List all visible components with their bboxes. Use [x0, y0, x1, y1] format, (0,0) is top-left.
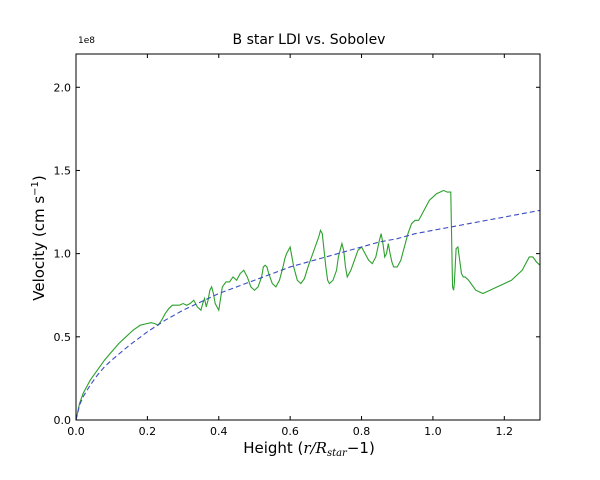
y-axis-ticks: 0.0 0.5 1.0 1.5 2.0	[54, 81, 540, 427]
x-axis-ticks: 0.0 0.2 0.4 0.6 0.8 1.0 1.2	[67, 54, 513, 438]
x-tick-label: 0.4	[210, 425, 228, 438]
plot-frame	[75, 53, 541, 421]
y-tick-label: 0.0	[54, 414, 72, 427]
y-offset-label: 1e8	[78, 36, 95, 46]
x-tick-label: 0.6	[281, 425, 299, 438]
y-tick-label: 2.0	[54, 81, 72, 94]
x-tick-label: 0.8	[353, 425, 371, 438]
chart-title: B star LDI vs. Sobolev	[233, 32, 386, 48]
x-axis-label: Height (r/Rstar−1)	[243, 439, 375, 459]
x-tick-label: 1.2	[496, 425, 514, 438]
series-line-1	[76, 189, 540, 420]
y-tick-label: 1.5	[54, 164, 72, 177]
y-tick-label: 0.5	[54, 331, 72, 344]
plot-area	[76, 189, 540, 420]
series-line-2	[76, 209, 540, 420]
x-tick-label: 0.2	[139, 425, 157, 438]
y-tick-label: 1.0	[54, 248, 72, 261]
x-tick-label: 1.0	[424, 425, 442, 438]
y-axis-label: Velocity (cm s−1)	[30, 175, 48, 301]
x-tick-label: 0.0	[67, 425, 85, 438]
